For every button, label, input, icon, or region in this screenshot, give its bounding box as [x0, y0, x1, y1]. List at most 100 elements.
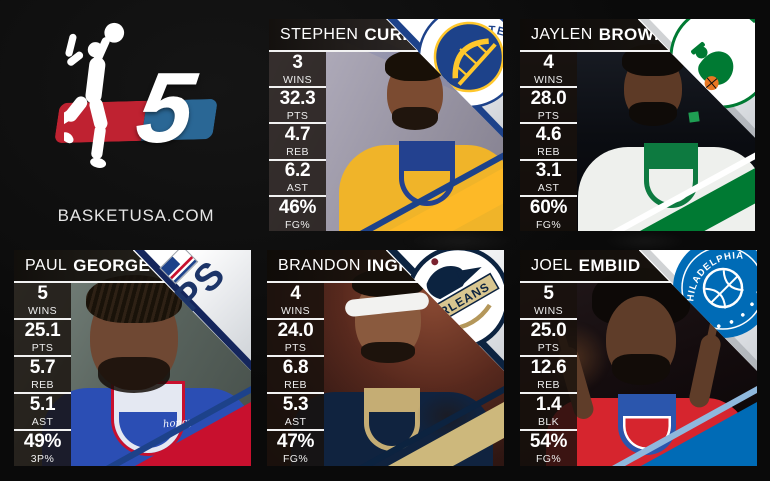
stat-box: 3 WINS: [269, 51, 326, 89]
stat-value: 25.1: [24, 320, 61, 342]
stat-value: 12.6: [530, 357, 567, 379]
stat-label: REB: [286, 146, 309, 159]
corner-stripes: [106, 386, 251, 466]
corner-stripes: [612, 386, 757, 466]
stat-label: WINS: [282, 73, 312, 86]
stat-label: 3P%: [30, 453, 55, 466]
stat-box: 25.0 PTS: [520, 320, 577, 357]
stat-label: WINS: [533, 73, 563, 86]
stat-value: 54%: [529, 431, 568, 453]
stat-label: PTS: [537, 110, 560, 123]
player-first-name: BRANDON: [278, 256, 361, 274]
stat-label: WINS: [533, 305, 563, 318]
stats-column: 4 WINS 28.0 PTS 4.6 REB 3.1 AST 60% FG%: [520, 52, 577, 231]
stat-box: 5 WINS: [14, 283, 71, 320]
stat-value: 28.0: [530, 88, 567, 110]
stat-box: 5.1 AST: [14, 394, 71, 431]
stat-label: PTS: [284, 342, 307, 355]
player-card-joel-embiid: JOEL EMBIID PHILADELPHIA: [520, 250, 757, 466]
stat-value: 5.1: [29, 394, 56, 416]
stat-box: 6.8 REB: [267, 357, 324, 394]
stat-value: 4: [543, 51, 554, 73]
player-first-name: PAUL: [25, 256, 68, 274]
player-card-paul-george: honey PAUL GEORGE PS 5 WINS 25.1 PTS 5.7 RE…: [14, 250, 251, 466]
stat-box: 47% FG%: [267, 431, 324, 466]
stat-box: 46% FG%: [269, 196, 326, 231]
stat-label: FG%: [535, 218, 562, 231]
stat-value: 60%: [529, 196, 568, 218]
stat-box: 25.1 PTS: [14, 320, 71, 357]
stat-box: 28.0 PTS: [520, 88, 577, 125]
stat-value: 24.0: [277, 320, 314, 342]
stat-box: 32.3 PTS: [269, 88, 326, 125]
player-first-name: STEPHEN: [280, 25, 359, 43]
player-first-name: JAYLEN: [531, 25, 593, 43]
stat-value: 5: [543, 283, 554, 305]
corner-stripes: [359, 386, 504, 466]
player-card-stephen-curry: STEPHEN CURRY GOLDEN STATE 3W: [269, 19, 503, 231]
stat-value: 6.2: [284, 160, 311, 182]
stat-label: REB: [537, 379, 560, 392]
site-url-label: BASKETUSA.COM: [57, 206, 215, 225]
stat-value: 49%: [23, 431, 62, 453]
stat-label: FG%: [284, 218, 311, 231]
stat-box: 3.1 AST: [520, 160, 577, 197]
stat-value: 3.1: [535, 160, 562, 182]
basketusa-logo: 5 BASKETUSA.COM: [0, 0, 262, 245]
stat-box: 5.7 REB: [14, 357, 71, 394]
stat-box: 12.6 REB: [520, 357, 577, 394]
background-texture: [600, 230, 690, 252]
stat-label: PTS: [537, 342, 560, 355]
stats-column: 4 WINS 24.0 PTS 6.8 REB 5.3 AST 47% FG%: [267, 283, 324, 466]
player-card-jaylen-brown: JAYLEN BROWN CELTICS: [520, 19, 755, 231]
stat-value: 5: [37, 283, 48, 305]
stat-label: REB: [537, 146, 560, 159]
stat-label: PTS: [286, 110, 309, 123]
stat-box: 6.2 AST: [269, 160, 326, 197]
stat-label: REB: [31, 379, 54, 392]
stat-label: WINS: [280, 305, 310, 318]
stat-value: 32.3: [279, 88, 316, 110]
stats-column: 5 WINS 25.0 PTS 12.6 REB 1.4 BLK 54% FG%: [520, 283, 577, 466]
stat-value: 1.4: [535, 394, 562, 416]
stat-box: 5 WINS: [520, 283, 577, 320]
stats-column: 5 WINS 25.1 PTS 5.7 REB 5.1 AST 49% 3P%: [14, 283, 71, 466]
stat-box: 60% FG%: [520, 196, 577, 231]
stat-label: AST: [284, 416, 307, 429]
stat-label: WINS: [27, 305, 57, 318]
stat-box: 1.4 BLK: [520, 394, 577, 431]
stat-label: FG%: [282, 453, 309, 466]
stat-label: BLK: [537, 416, 560, 429]
stat-value: 47%: [276, 431, 315, 453]
stat-value: 4: [290, 283, 301, 305]
player-first-name: JOEL: [531, 256, 573, 274]
player-head: [606, 296, 676, 385]
stat-box: 4.7 REB: [269, 124, 326, 161]
stat-value: 25.0: [530, 320, 567, 342]
stat-value: 4.7: [284, 124, 311, 146]
player-last-name: EMBIID: [578, 255, 641, 275]
stat-box: 4 WINS: [267, 283, 324, 320]
stat-value: 3: [292, 51, 303, 73]
stat-label: PTS: [31, 342, 54, 355]
stat-label: AST: [286, 182, 309, 195]
stat-box: 4.6 REB: [520, 124, 577, 161]
rank-number: 5: [130, 52, 202, 164]
stat-box: 24.0 PTS: [267, 320, 324, 357]
player-dunk-silhouette-icon: [64, 22, 125, 168]
stat-value: 5.7: [29, 357, 56, 379]
stat-value: 5.3: [282, 394, 309, 416]
corner-stripes: [611, 152, 755, 231]
sixers-logo-icon: PHILADELPHIA: [647, 250, 757, 364]
stat-value: 46%: [278, 196, 317, 218]
player-head: [86, 275, 182, 393]
stat-box: 4 WINS: [520, 51, 577, 89]
background-texture: [400, 228, 520, 254]
stat-label: AST: [31, 416, 54, 429]
corner-stripes: [359, 152, 503, 231]
stat-value: 4.6: [535, 124, 562, 146]
player-last-name: GEORGE: [73, 255, 151, 275]
stat-label: REB: [284, 379, 307, 392]
